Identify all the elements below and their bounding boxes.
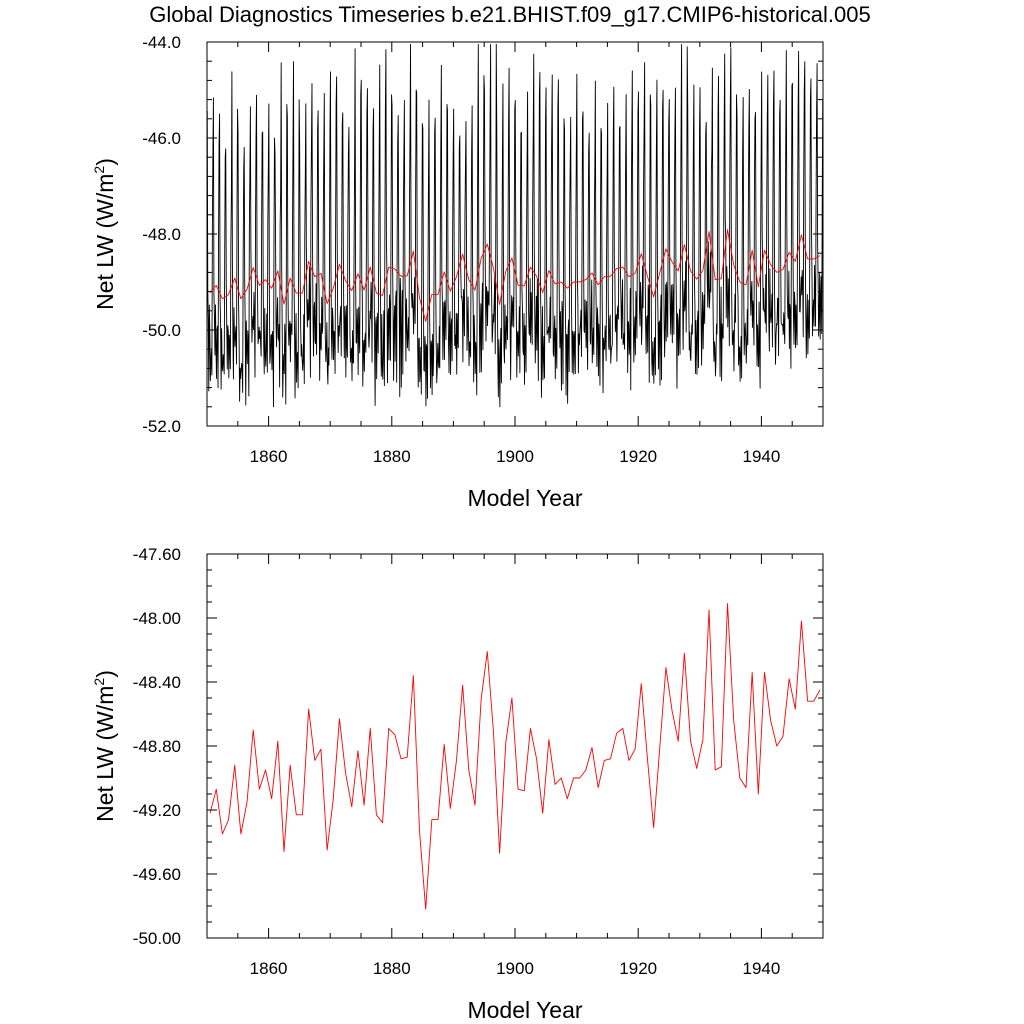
x-tick-label: 1880 [373,959,411,978]
y-tick-label: -50.0 [142,321,181,340]
y-tick-label: -48.0 [142,225,181,244]
series-line-monthly [206,43,824,408]
x-tick-label: 1860 [250,447,288,466]
series-line-annual-mean [209,229,821,322]
y-tick-label: -47.60 [133,545,181,564]
x-tick-label: 1940 [742,447,780,466]
y-tick-label: -48.40 [133,673,181,692]
y-tick-label: -49.20 [133,801,181,820]
x-tick-label: 1940 [742,959,780,978]
y-tick-label: -52.0 [142,417,181,436]
y-tick-label: -48.00 [133,609,181,628]
x-tick-label: 1860 [250,959,288,978]
x-axis-title: Model Year [467,485,582,511]
timeseries-panel-bottom: 1860 1880 1900 1920 1940 -50.00 -49.60 -49.20 -4… [91,545,824,1023]
x-tick-label: 1900 [496,959,534,978]
x-tick-label: 1920 [619,959,657,978]
y-tick-label: -46.0 [142,129,181,148]
y-tick-label: -50.00 [133,929,181,948]
y-axis-title: Net LW (W/m2) [91,158,118,310]
figure-title: Global Diagnostics Timeseries b.e21.BHIS… [149,2,870,27]
y-tick-label: -49.60 [133,865,181,884]
y-tick-label: -48.80 [133,737,181,756]
x-axis-title: Model Year [467,997,582,1023]
x-tick-label: 1920 [619,447,657,466]
x-tick-label: 1900 [496,447,534,466]
y-axis-title: Net LW (W/m2) [91,670,118,822]
y-tick-label: -44.0 [142,33,181,52]
x-tick-label: 1880 [373,447,411,466]
timeseries-panel-top: 1860 1880 1900 1920 1940 -52.0 -50.0 -48.0 -46.0… [91,33,824,511]
series-line-annual-mean [209,603,821,910]
